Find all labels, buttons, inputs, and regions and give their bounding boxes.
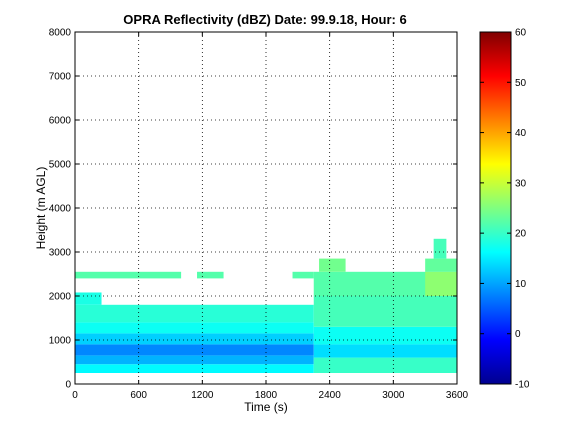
heatmap-cell: [197, 271, 224, 279]
y-tick-label: 6000: [49, 116, 72, 127]
x-tick-label: 600: [130, 390, 147, 401]
x-tick-label: 0: [72, 390, 78, 401]
colorbar-gradient: [479, 31, 512, 385]
heatmap-cell: [433, 238, 447, 259]
heatmap-cell: [313, 296, 457, 327]
heatmap-cell: [313, 357, 457, 373]
y-tick-label: 8000: [49, 28, 72, 39]
x-tick-label: 3000: [382, 390, 405, 401]
colorbar-tick-label: 40: [515, 128, 527, 139]
x-axis-ticks: 0 600 1200 1800 2400 3000 3600: [72, 32, 469, 401]
x-tick-label: 1800: [255, 390, 278, 401]
x-tick-label: 3600: [446, 390, 469, 401]
y-tick-label: 5000: [49, 160, 72, 171]
heatmap-cell: [75, 355, 314, 365]
heatmap-cell: [292, 271, 314, 279]
heatmap-cell: [75, 271, 182, 279]
colorbar-tick-label: 20: [515, 229, 527, 240]
colorbar-tick-label: -10: [515, 380, 530, 391]
heatmap-cell: [75, 333, 314, 345]
y-tick-label: 7000: [49, 72, 72, 83]
x-tick-label: 2400: [319, 390, 342, 401]
y-tick-label: 1000: [49, 336, 72, 347]
colorbar-ticks: -10 0 10 20 30 40 50 60: [480, 28, 530, 391]
y-tick-label: 0: [65, 380, 71, 391]
x-tick-label: 1200: [191, 390, 214, 401]
chart-title: OPRA Reflectivity (dBZ) Date: 99.9.18, H…: [123, 12, 406, 27]
x-axis-label: Time (s): [244, 400, 288, 414]
heatmap-cell: [75, 304, 314, 323]
colorbar-tick-label: 60: [515, 28, 527, 39]
y-axis-label: Height (m AGL): [34, 167, 48, 250]
heatmap-cell: [313, 326, 457, 345]
colorbar: -10 0 10 20 30 40 50 60: [479, 28, 530, 391]
heatmap-cells: [75, 238, 457, 373]
colorbar-tick-label: 0: [515, 329, 521, 340]
heatmap-cell: [319, 258, 346, 272]
heatmap-cell: [75, 364, 314, 373]
heatmap-cell: [75, 292, 102, 305]
y-tick-label: 3000: [49, 248, 72, 259]
heatmap-cell: [313, 344, 457, 358]
heatmap-cell: [425, 258, 457, 272]
y-axis-ticks: 0 1000 2000 3000 4000 5000 6000 7000 8000: [49, 28, 457, 391]
colorbar-tick-label: 30: [515, 178, 527, 189]
colorbar-tick-label: 50: [515, 78, 527, 89]
colorbar-tick-label: 10: [515, 279, 527, 290]
y-tick-label: 2000: [49, 292, 72, 303]
heatmap-cell: [75, 344, 314, 356]
plot-area: 0 600 1200 1800 2400 3000 3600 0 1000 2000 3000 40…: [49, 28, 469, 402]
heatmap-cell: [75, 322, 314, 334]
grid-lines: [75, 32, 457, 384]
y-tick-label: 4000: [49, 204, 72, 215]
heatmap-cell: [425, 271, 457, 296]
